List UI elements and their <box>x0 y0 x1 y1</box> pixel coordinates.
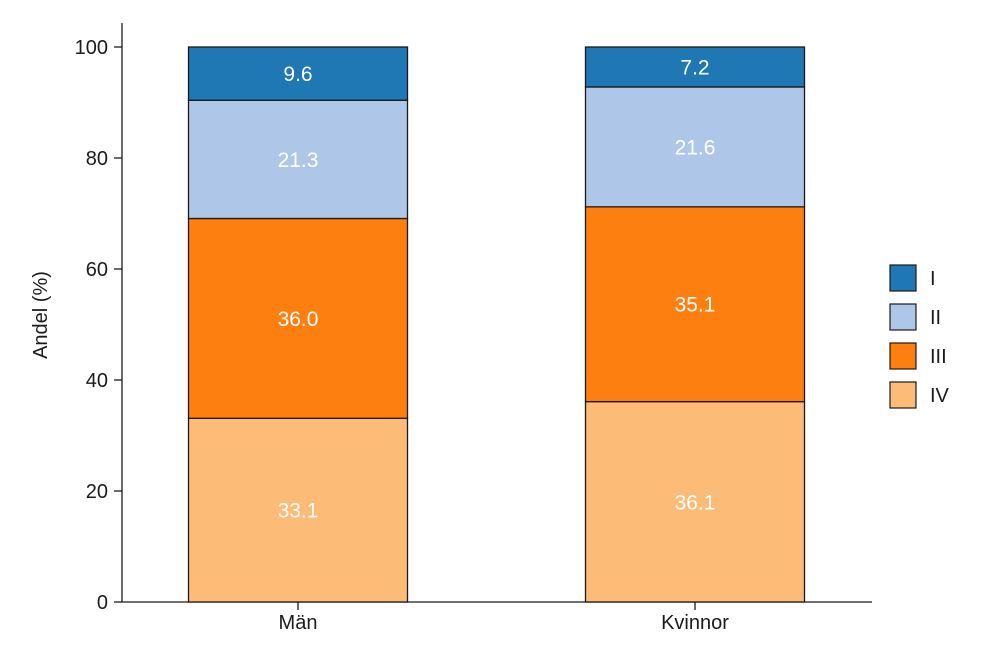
legend-label: I <box>930 268 936 290</box>
bar-data-label: 33.1 <box>278 500 319 523</box>
y-axis-title: Andel (%) <box>30 271 52 359</box>
bar-segment-i <box>584 46 806 88</box>
bar-segment-ii <box>187 99 409 220</box>
bar-segment-iii <box>187 217 409 419</box>
chart-axes: 0 20 40 60 80 100 Män Kvinnor <box>75 23 872 634</box>
x-tick-label: Kvinnor <box>661 612 729 634</box>
legend-label: II <box>930 307 941 329</box>
bar-data-label: 9.6 <box>283 63 312 86</box>
legend-swatch-iv <box>889 381 917 409</box>
chart-bars: 33.1 36.0 21.3 9.6 36.1 35.1 21.6 7.2 <box>187 46 806 603</box>
bar-segment-iv <box>584 400 806 603</box>
legend-swatch-i <box>889 264 917 292</box>
bar-data-label: 35.1 <box>675 294 716 317</box>
bar-segment-iv <box>187 417 409 603</box>
legend-label: IV <box>930 385 950 407</box>
y-tick-label: 60 <box>86 259 108 281</box>
bar-data-label: 7.2 <box>680 56 709 79</box>
legend-swatch-ii <box>889 303 917 331</box>
y-tick-label: 40 <box>86 370 108 392</box>
bar-data-label: 36.0 <box>278 308 319 331</box>
bar-segment-ii <box>584 86 806 208</box>
bar-segment-iii <box>584 206 806 403</box>
y-tick-label: 20 <box>86 481 108 503</box>
x-tick-label: Män <box>279 612 318 634</box>
bar-data-label: 21.6 <box>675 136 716 159</box>
bar-segment-i <box>187 46 409 101</box>
bar-data-label: 36.1 <box>675 491 716 514</box>
bar-data-label: 21.3 <box>278 149 319 172</box>
y-tick-label: 0 <box>97 592 108 614</box>
legend-swatch-iii <box>889 342 917 370</box>
y-tick-label: 80 <box>86 148 108 170</box>
y-tick-label: 100 <box>75 37 108 59</box>
legend-label: III <box>930 346 947 368</box>
